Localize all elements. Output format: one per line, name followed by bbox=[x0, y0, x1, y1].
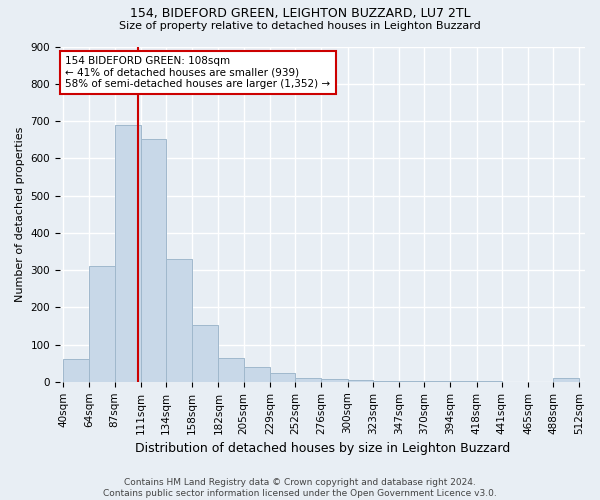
Bar bbox=[424, 381, 451, 382]
Bar bbox=[347, 380, 373, 382]
Bar bbox=[141, 139, 166, 382]
Bar bbox=[399, 381, 424, 382]
Bar bbox=[295, 378, 321, 382]
Bar bbox=[553, 378, 580, 382]
Bar bbox=[270, 372, 295, 382]
Bar bbox=[89, 266, 115, 382]
Text: Contains HM Land Registry data © Crown copyright and database right 2024.
Contai: Contains HM Land Registry data © Crown c… bbox=[103, 478, 497, 498]
Bar bbox=[244, 367, 270, 382]
Bar bbox=[321, 379, 347, 382]
Bar bbox=[192, 325, 218, 382]
Text: Size of property relative to detached houses in Leighton Buzzard: Size of property relative to detached ho… bbox=[119, 21, 481, 31]
X-axis label: Distribution of detached houses by size in Leighton Buzzard: Distribution of detached houses by size … bbox=[135, 442, 510, 455]
Bar bbox=[166, 259, 192, 382]
Bar bbox=[115, 126, 141, 382]
Bar bbox=[373, 380, 399, 382]
Bar bbox=[218, 358, 244, 382]
Y-axis label: Number of detached properties: Number of detached properties bbox=[15, 126, 25, 302]
Text: 154 BIDEFORD GREEN: 108sqm
← 41% of detached houses are smaller (939)
58% of sem: 154 BIDEFORD GREEN: 108sqm ← 41% of deta… bbox=[65, 56, 331, 89]
Text: 154, BIDEFORD GREEN, LEIGHTON BUZZARD, LU7 2TL: 154, BIDEFORD GREEN, LEIGHTON BUZZARD, L… bbox=[130, 8, 470, 20]
Bar bbox=[63, 360, 89, 382]
